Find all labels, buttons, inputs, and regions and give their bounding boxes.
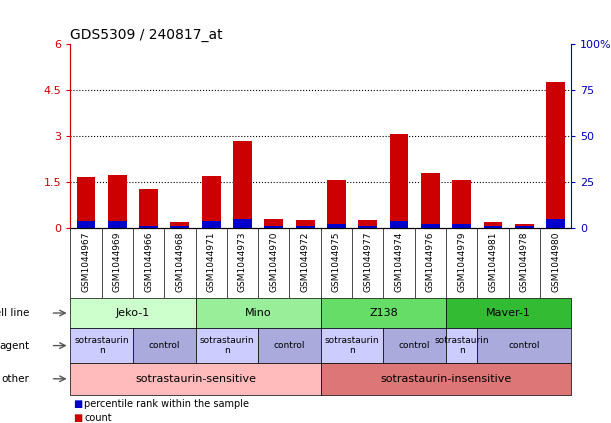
Text: GSM1044969: GSM1044969: [113, 231, 122, 292]
Text: control: control: [399, 341, 431, 350]
Text: sotrastaurin-sensitive: sotrastaurin-sensitive: [135, 374, 256, 384]
Text: control: control: [148, 341, 180, 350]
Text: Jeko-1: Jeko-1: [115, 308, 150, 318]
Text: GSM1044978: GSM1044978: [520, 231, 529, 292]
Bar: [202, 176, 221, 228]
Text: GSM1044972: GSM1044972: [301, 231, 310, 292]
Text: cell line: cell line: [0, 308, 29, 318]
Bar: [233, 220, 252, 228]
Text: control: control: [508, 341, 540, 350]
Bar: [170, 222, 189, 228]
Bar: [265, 225, 284, 228]
Bar: [359, 225, 377, 228]
Bar: [139, 189, 158, 228]
Bar: [296, 220, 315, 228]
Bar: [76, 221, 95, 228]
Bar: [546, 82, 565, 228]
Bar: [546, 220, 565, 228]
Text: GSM1044966: GSM1044966: [144, 231, 153, 292]
Bar: [484, 226, 502, 228]
Text: Maver-1: Maver-1: [486, 308, 531, 318]
Bar: [421, 173, 440, 228]
Bar: [108, 221, 126, 228]
Bar: [390, 135, 409, 228]
Text: count: count: [84, 413, 112, 423]
Text: ■: ■: [73, 399, 82, 409]
Text: other: other: [1, 374, 29, 384]
Text: GDS5309 / 240817_at: GDS5309 / 240817_at: [70, 28, 223, 42]
Text: GSM1044980: GSM1044980: [551, 231, 560, 292]
Text: GSM1044981: GSM1044981: [489, 231, 497, 292]
Text: Mino: Mino: [245, 308, 271, 318]
Text: GSM1044979: GSM1044979: [457, 231, 466, 292]
Bar: [484, 222, 502, 228]
Text: ■: ■: [73, 413, 82, 423]
Text: GSM1044975: GSM1044975: [332, 231, 341, 292]
Bar: [359, 220, 377, 228]
Bar: [327, 181, 346, 228]
Bar: [452, 224, 471, 228]
Bar: [296, 225, 315, 228]
Bar: [421, 224, 440, 228]
Text: sotrastaurin-insensitive: sotrastaurin-insensitive: [381, 374, 511, 384]
Text: GSM1044976: GSM1044976: [426, 231, 435, 292]
Text: GSM1044974: GSM1044974: [395, 231, 403, 292]
Bar: [170, 225, 189, 228]
Text: sotrastaurin
n: sotrastaurin n: [325, 336, 379, 355]
Text: GSM1044977: GSM1044977: [364, 231, 372, 292]
Text: control: control: [274, 341, 306, 350]
Text: GSM1044968: GSM1044968: [175, 231, 185, 292]
Text: percentile rank within the sample: percentile rank within the sample: [84, 399, 249, 409]
Bar: [390, 221, 409, 228]
Text: GSM1044970: GSM1044970: [269, 231, 278, 292]
Text: sotrastaurin
n: sotrastaurin n: [434, 336, 489, 355]
Text: GSM1044971: GSM1044971: [207, 231, 216, 292]
Text: sotrastaurin
n: sotrastaurin n: [75, 336, 129, 355]
Bar: [139, 225, 158, 228]
Bar: [76, 177, 95, 228]
Bar: [515, 226, 534, 228]
Bar: [515, 224, 534, 228]
Text: GSM1044967: GSM1044967: [81, 231, 90, 292]
Text: Z138: Z138: [369, 308, 398, 318]
Text: agent: agent: [0, 341, 29, 351]
Text: GSM1044973: GSM1044973: [238, 231, 247, 292]
Bar: [233, 140, 252, 228]
Bar: [327, 224, 346, 228]
Bar: [452, 181, 471, 228]
Bar: [202, 221, 221, 228]
Bar: [265, 220, 284, 228]
Bar: [108, 175, 126, 228]
Text: sotrastaurin
n: sotrastaurin n: [200, 336, 254, 355]
